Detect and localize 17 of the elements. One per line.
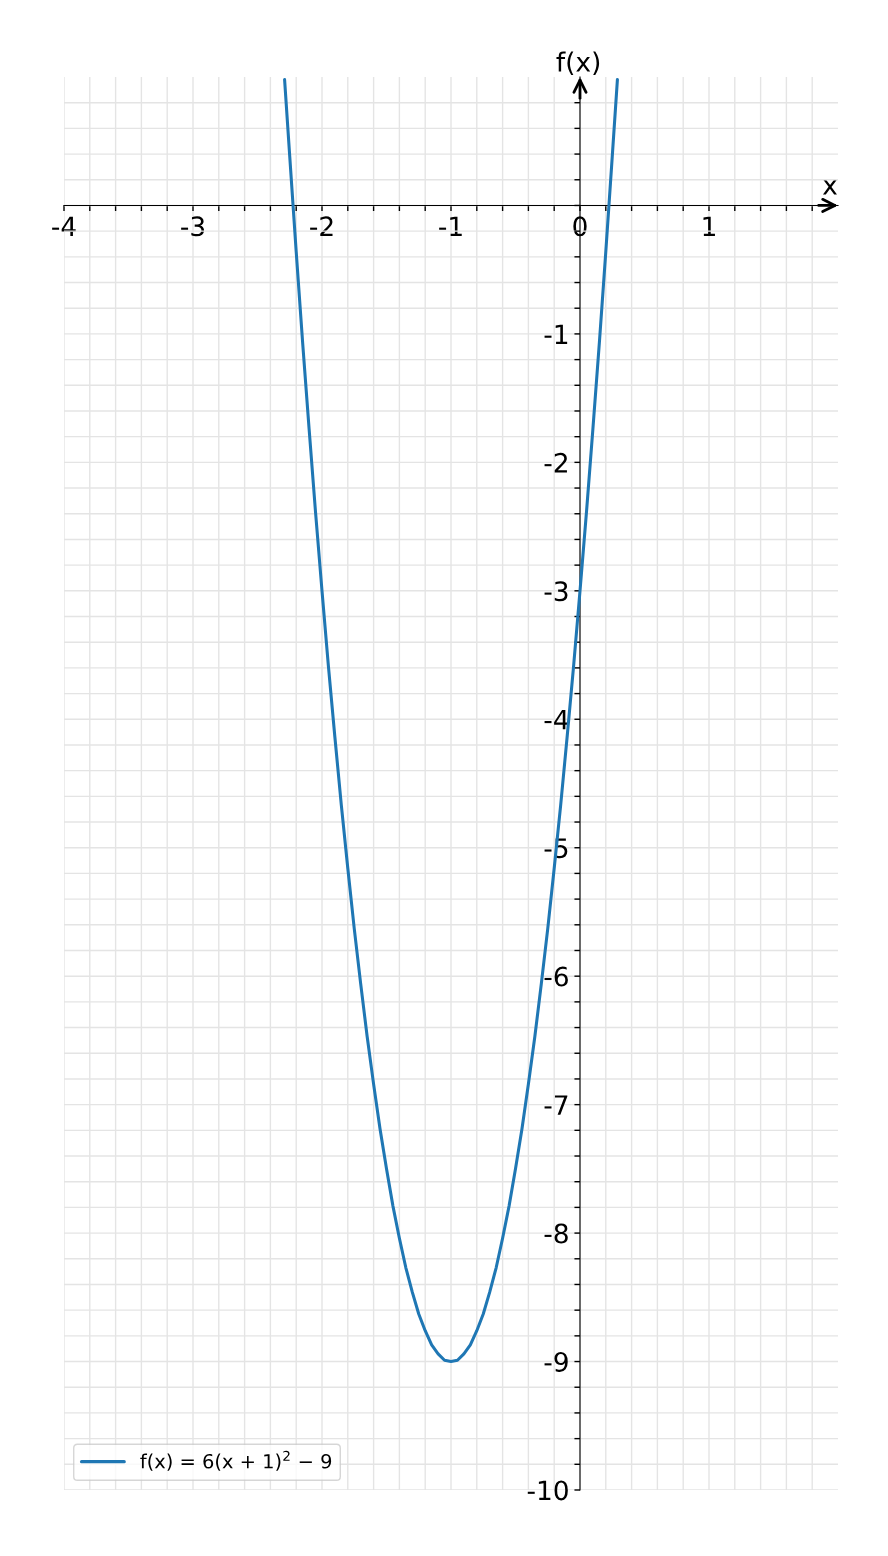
x-axis-title: x [822,179,837,195]
y-tick-label: -1 [544,324,568,344]
x-tick-label: -2 [310,216,333,236]
legend-label: f(x) = 6(x + 1)$^{2}$ − 9 [140,1450,332,1471]
y-tick-label: -8 [544,1223,568,1244]
y-tick-label: -7 [544,1095,568,1115]
y-tick-label: -10 [527,1480,568,1501]
y-tick-label: -9 [544,1351,568,1372]
x-tick-label: -1 [439,216,462,236]
y-tick-label: -3 [544,581,568,602]
x-tick-label: -3 [181,216,205,237]
x-tick-label: -4 [52,216,76,236]
y-tick-label: -4 [544,710,569,730]
y-tick-label: -2 [544,452,567,473]
y-tick-label: -6 [544,966,568,987]
x-tick-label: 1 [703,216,715,236]
y-axis-title: f(x) [556,51,600,75]
